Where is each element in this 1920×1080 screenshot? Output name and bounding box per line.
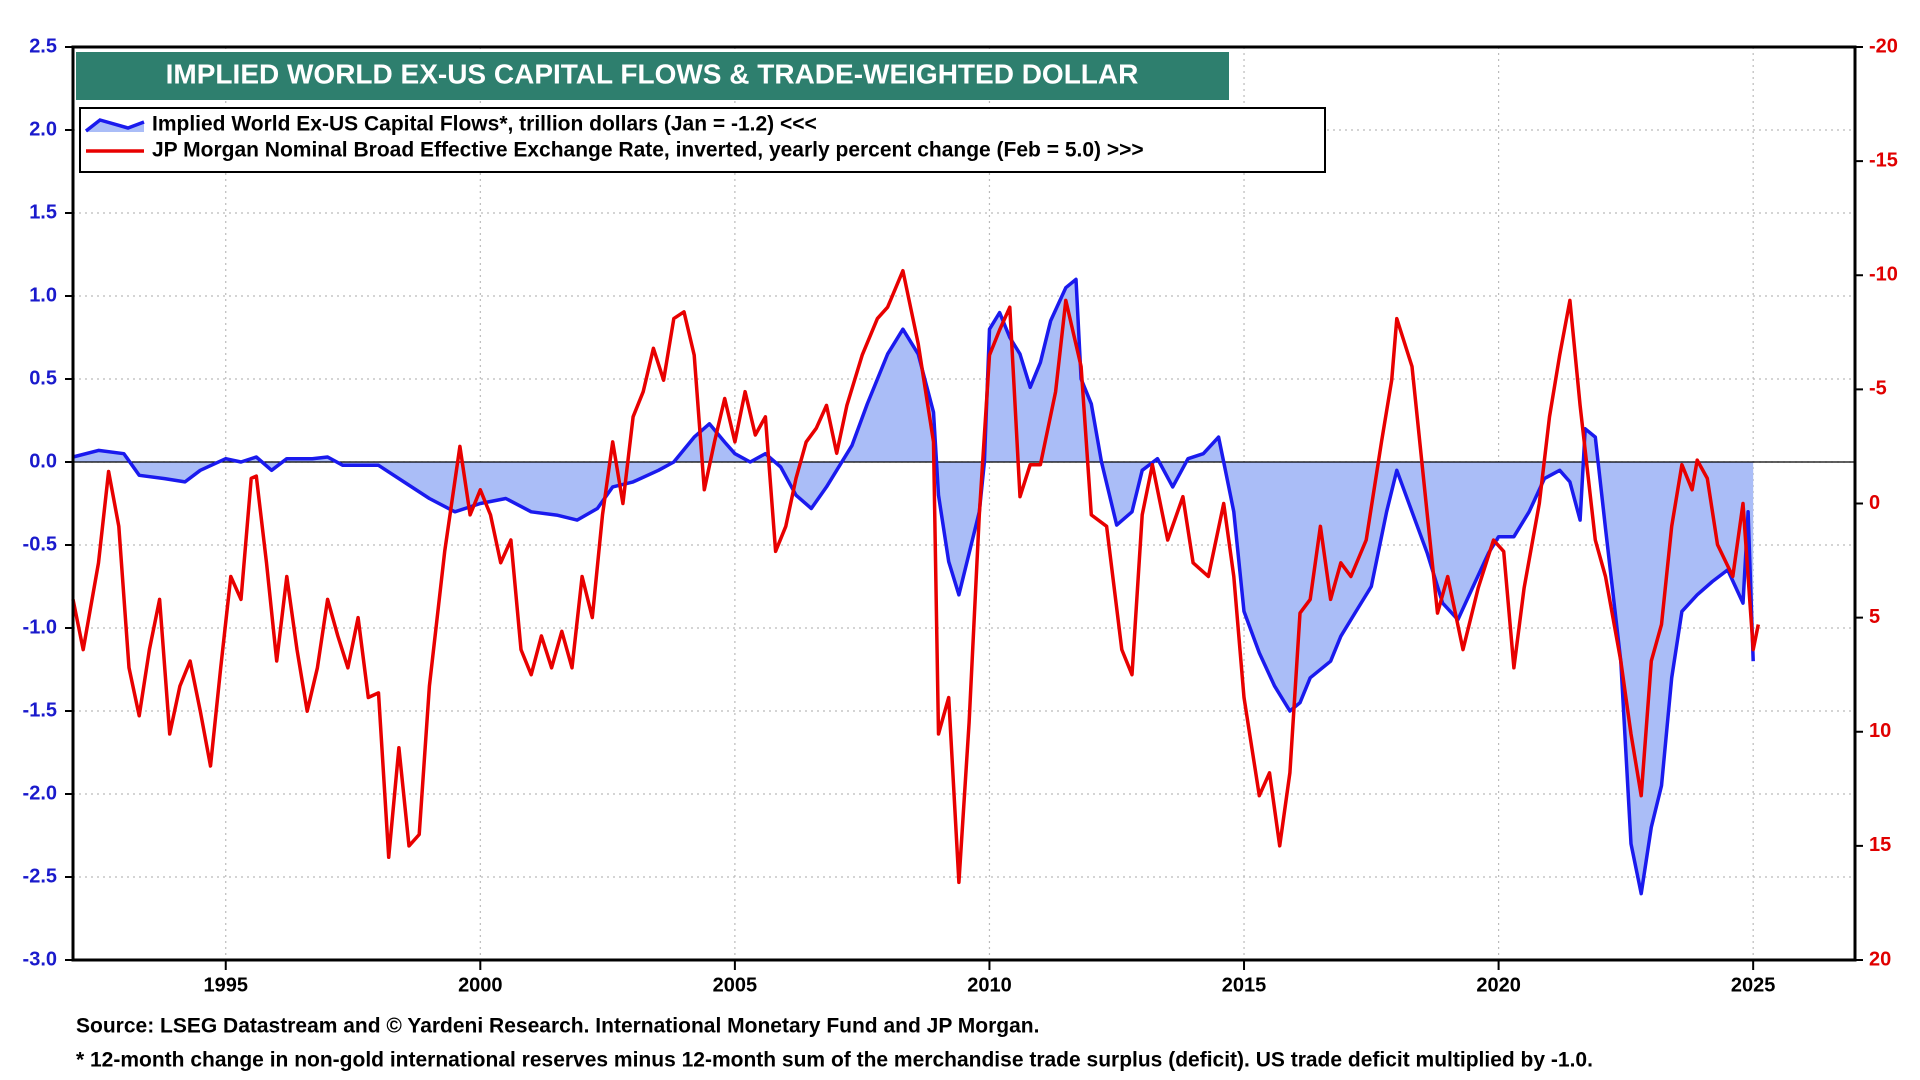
y2-tick-label: 15 bbox=[1869, 834, 1891, 856]
y2-tick-label: -20 bbox=[1869, 35, 1898, 57]
x-tick-label: 2015 bbox=[1222, 974, 1267, 996]
x-tick-label: 2025 bbox=[1731, 974, 1776, 996]
y-tick-label: 1.0 bbox=[29, 284, 57, 306]
y-tick-label: 0.5 bbox=[29, 367, 57, 389]
source-note: Source: LSEG Datastream and © Yardeni Re… bbox=[76, 1015, 1039, 1038]
title-box bbox=[76, 52, 1229, 100]
plot-area bbox=[71, 268, 1855, 896]
y-tick-label: 0.0 bbox=[29, 450, 57, 472]
y-tick-label: -2.0 bbox=[23, 782, 57, 804]
area bbox=[73, 279, 1754, 894]
x-tick-label: 2000 bbox=[458, 974, 503, 996]
y2-tick-label: 5 bbox=[1869, 606, 1880, 628]
y-tick-label: -1.5 bbox=[23, 699, 57, 721]
legend-label: JP Morgan Nominal Broad Effective Exchan… bbox=[152, 139, 1144, 162]
line bbox=[72, 277, 1755, 896]
x-tick-label: 2010 bbox=[967, 974, 1012, 996]
chart-title: IMPLIED WORLD EX-US CAPITAL FLOWS & TRAD… bbox=[166, 58, 1139, 89]
y-tick-label: -3.0 bbox=[23, 948, 57, 970]
legend-line bbox=[84, 118, 145, 133]
footnote: * 12-month change in non-gold internatio… bbox=[76, 1049, 1593, 1072]
y-tick-label: 2.0 bbox=[29, 118, 57, 140]
line bbox=[71, 268, 1761, 885]
y2-tick-label: -10 bbox=[1869, 264, 1898, 286]
y-tick-label: -1.0 bbox=[23, 616, 57, 638]
y2-tick-label: 20 bbox=[1869, 948, 1891, 970]
legend-box bbox=[79, 107, 1326, 173]
y2-tick-label: -15 bbox=[1869, 149, 1898, 171]
y2-tick-label: 10 bbox=[1869, 720, 1891, 742]
y-tick-label: 1.5 bbox=[29, 201, 57, 223]
x-tick-label: 2020 bbox=[1476, 974, 1521, 996]
y-tick-label: -0.5 bbox=[23, 533, 57, 555]
y2-tick-label: -5 bbox=[1869, 378, 1887, 400]
y2-tick-label: 0 bbox=[1869, 492, 1880, 514]
y-tick-label: -2.5 bbox=[23, 865, 57, 887]
legend-label: Implied World Ex-US Capital Flows*, tril… bbox=[152, 113, 817, 136]
x-tick-label: 1995 bbox=[203, 974, 248, 996]
x-tick-label: 2005 bbox=[713, 974, 758, 996]
y-tick-label: 2.5 bbox=[29, 35, 57, 57]
